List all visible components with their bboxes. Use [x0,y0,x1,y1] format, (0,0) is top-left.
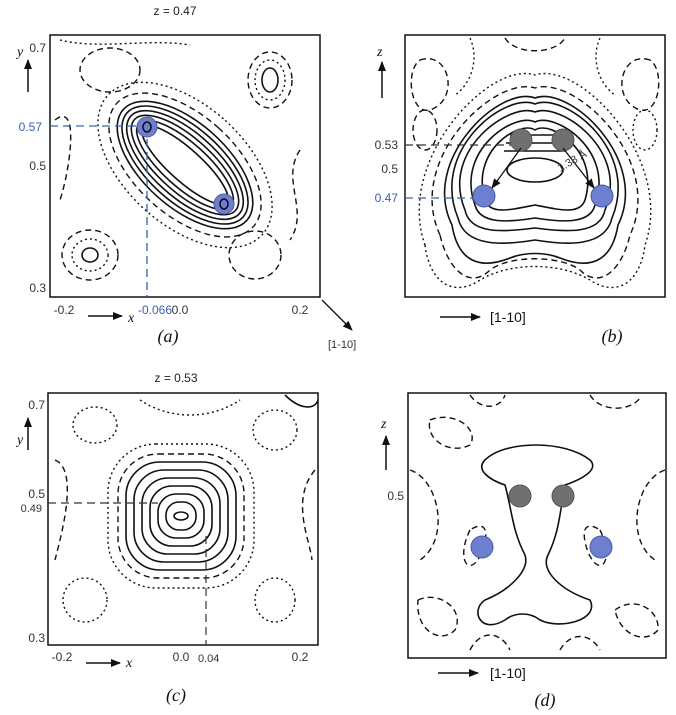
panel-d-frame [407,392,667,659]
panel-c-xtick-neg: -0.2 [52,650,73,664]
panel-d-atom-blue-right [589,535,613,559]
panel-b-ztick-053: 0.53 [375,138,399,152]
panel-b-frame [404,34,666,298]
panel-b: 1.38 Å z 0.53 0.5 0.47 [1-10] (b) [375,34,666,347]
panel-a-atom-upper [136,116,158,138]
panel-c-ytick-top: 0.7 [28,398,45,412]
panel-d-atom-grey-left [508,484,532,508]
panel-c-y-label: y [15,433,24,448]
panel-c-xtick-pos: 0.2 [292,650,309,664]
panel-d-contours [409,394,666,651]
panel-c-title: z = 0.53 [154,371,197,385]
panel-b-caption: (b) [602,326,623,347]
panel-b-ztick-05: 0.5 [381,162,398,176]
panel-d: z 0.5 [1-10] (d) [380,392,667,711]
panel-a-ytick-mid: 0.5 [29,159,46,173]
panel-a-marker-y: 0.57 [19,120,43,134]
panel-b-atom-grey-right [551,128,575,152]
panel-b-contours [410,37,660,289]
panel-c: z = 0.53 -0.2 0.0 0.2 0.04 0.7 0 [15,371,319,706]
panel-b-atom-blue-right [590,184,614,208]
panel-c-ytick-mid: 0.5 [28,487,45,501]
panel-a-direction-label: [1-10] [328,339,356,351]
panel-c-x-label: x [125,656,133,671]
panel-a-atom-lower [213,193,235,215]
panel-a-direction-arrow [321,299,353,331]
panel-c-xtick-zero: 0.0 [173,650,190,664]
panel-c-ytick-low: 0.3 [28,631,45,645]
panel-a-xtick-pos: 0.2 [292,303,309,317]
panel-a-x-label: x [127,311,135,326]
panel-b-atom-blue-left [472,184,496,208]
panel-d-ztick-05: 0.5 [387,489,404,503]
panel-d-atom-blue-left [470,535,494,559]
panel-c-marker-y: 0.49 [21,503,42,515]
panel-d-caption: (d) [535,690,556,711]
panel-a-contours [54,39,301,281]
panel-a-ytick-top: 0.7 [29,41,46,55]
panel-a-xtick-neg: -0.2 [54,303,75,317]
panel-b-bond-arrow-left [491,147,522,189]
panel-a: z = 0.47 [15,4,356,351]
panel-c-caption: (c) [166,685,186,706]
panel-d-direction-label: [1-10] [490,665,526,681]
panel-a-ytick-low: 0.3 [29,281,46,295]
panel-c-marker-x: 0.04 [198,653,219,665]
panel-c-contours [54,394,319,623]
panel-d-z-label: z [380,417,387,432]
panel-d-atom-grey-right [551,484,575,508]
panel-a-xtick-zero: 0.0 [172,303,189,317]
panel-b-direction-label: [1-10] [490,309,526,325]
panel-a-marker-x: -0.066 [138,303,172,317]
panel-a-title: z = 0.47 [153,4,196,18]
panel-a-guide-lines [50,125,148,297]
panel-b-z-label: z [376,45,383,60]
panel-c-frame [47,392,319,646]
panel-a-frame [49,34,321,298]
panel-a-y-label: y [15,45,24,60]
panel-b-atom-grey-left [509,128,533,152]
panel-b-bond-arrow-right [562,147,595,189]
panel-a-caption: (a) [158,326,179,347]
panel-b-ztick-047: 0.47 [375,191,399,205]
